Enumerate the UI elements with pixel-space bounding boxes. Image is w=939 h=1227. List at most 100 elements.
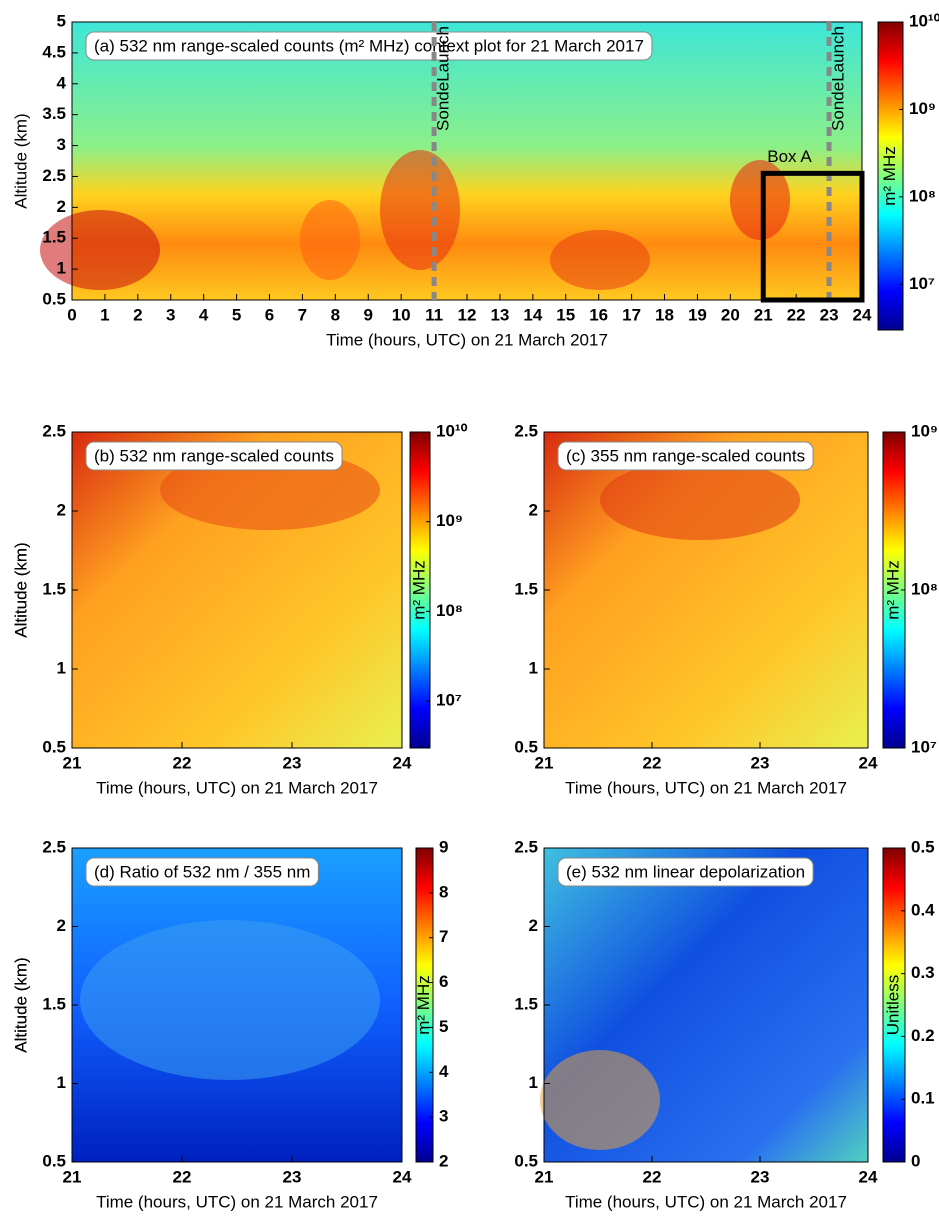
y-tick-label: 1.5 (514, 579, 538, 598)
x-tick-label: 24 (859, 1167, 878, 1186)
x-tick-label: 21 (63, 753, 82, 772)
y-tick-label: 3 (57, 135, 66, 154)
y-tick-label: 1 (57, 658, 66, 677)
x-tick-label: 12 (458, 305, 477, 324)
y-tick-label: 2 (529, 500, 538, 519)
x-tick-label: 24 (393, 753, 412, 772)
x-tick-label: 17 (622, 305, 641, 324)
x-tick-label: 16 (589, 305, 608, 324)
colorbar-tick-label: 10⁷ (909, 274, 935, 293)
x-axis-label: Time (hours, UTC) on 21 March 2017 (565, 778, 847, 797)
colorbar (415, 847, 434, 1163)
x-tick-label: 20 (721, 305, 740, 324)
x-axis-label: Time (hours, UTC) on 21 March 2017 (96, 1192, 378, 1211)
colorbar-tick-label: 0.2 (911, 1026, 935, 1045)
y-tick-label: 1 (57, 259, 66, 278)
x-tick-label: 24 (853, 305, 872, 324)
title-box (557, 857, 814, 887)
y-tick-label: 2.5 (42, 421, 66, 440)
x-tick-label: 3 (166, 305, 175, 324)
colorbar-tick-label: 10⁹ (436, 511, 463, 530)
x-tick-label: 21 (535, 753, 554, 772)
box-outline (760, 170, 865, 303)
y-tick-label: 1.5 (42, 579, 66, 598)
heatmap-feature (540, 1050, 660, 1150)
y-axis-label: Altitude (km) (11, 957, 30, 1052)
y-tick-label: 0.5 (514, 1151, 538, 1170)
y-tick-label: 1.5 (514, 994, 538, 1013)
colorbar-label: m² MHz (880, 146, 899, 205)
x-tick-label: 22 (173, 753, 192, 772)
colorbar-tick-label: 0 (911, 1151, 920, 1170)
panel-title: (e) 532 nm linear depolarization (566, 862, 805, 881)
y-tick-label: 2.5 (42, 166, 66, 185)
colorbar-tick-label: 7 (439, 927, 448, 946)
colorbar-tick-label: 0.3 (911, 963, 935, 982)
x-tick-label: 23 (283, 1167, 302, 1186)
x-tick-label: 22 (787, 305, 806, 324)
title-box (557, 441, 814, 471)
x-tick-label: 11 (425, 305, 443, 324)
x-tick-label: 9 (364, 305, 373, 324)
x-tick-label: 23 (751, 1167, 770, 1186)
x-tick-label: 22 (643, 1167, 662, 1186)
y-axis-label: Altitude (km) (11, 957, 30, 1052)
y-tick-label: 1 (529, 1073, 538, 1092)
y-tick-label: 0.5 (42, 737, 66, 756)
sonde-launch-label: SondeLaunch (829, 26, 848, 131)
x-tick-label: 14 (523, 305, 542, 324)
x-tick-label: 21 (754, 305, 773, 324)
x-tick-label: 23 (283, 753, 302, 772)
y-tick-label: 2.5 (42, 837, 66, 856)
box-label: Box A (767, 147, 812, 166)
x-tick-label: 4 (199, 305, 209, 324)
y-tick-label: 0.5 (42, 1151, 66, 1170)
colorbar (877, 21, 904, 331)
colorbar-tick-label: 10¹⁰ (436, 421, 468, 440)
y-axis-label: Altitude (km) (11, 542, 30, 637)
colorbar-tick-label: 10⁸ (911, 579, 938, 598)
x-tick-label: 7 (298, 305, 307, 324)
y-tick-label: 0.5 (514, 737, 538, 756)
sonde-launch-label: SondeLaunch (434, 26, 453, 131)
x-tick-label: 21 (535, 1167, 554, 1186)
colorbar-label: m² MHz (883, 560, 902, 619)
x-tick-label: 22 (173, 1167, 192, 1186)
colorbar-tick-label: 6 (439, 972, 448, 991)
y-tick-label: 1 (529, 658, 538, 677)
y-tick-label: 1.5 (42, 994, 66, 1013)
y-tick-label: 2.5 (514, 837, 538, 856)
x-tick-label: 18 (655, 305, 674, 324)
x-axis-label: Time (hours, UTC) on 21 March 2017 (565, 1192, 847, 1211)
y-tick-label: 2 (529, 916, 538, 935)
heatmap-feature (300, 200, 360, 280)
panel-title: (b) 532 nm range-scaled counts (94, 446, 334, 465)
colorbar-tick-label: 0.1 (911, 1089, 935, 1108)
x-tick-label: 1 (100, 305, 109, 324)
y-tick-label: 4 (57, 73, 67, 92)
panel-title: (c) 355 nm range-scaled counts (566, 446, 805, 465)
heatmap-feature (380, 150, 460, 270)
y-tick-label: 2 (57, 500, 66, 519)
y-tick-label: 4.5 (42, 42, 66, 61)
x-axis-label: Time (hours, UTC) on 21 March 2017 (96, 778, 378, 797)
panel-title: (d) Ratio of 532 nm / 355 nm (94, 862, 310, 881)
title-box (85, 31, 653, 61)
colorbar-tick-label: 2 (439, 1151, 448, 1170)
colorbar-tick-label: 0.4 (911, 900, 935, 919)
x-tick-label: 24 (859, 753, 878, 772)
heatmap-field (72, 22, 862, 300)
colorbar-tick-label: 10⁸ (436, 601, 463, 620)
y-axis-label: Altitude (km) (11, 542, 30, 637)
x-tick-label: 8 (331, 305, 340, 324)
colorbar-tick-label: 5 (439, 1017, 448, 1036)
y-tick-label: 1.5 (42, 228, 66, 247)
y-tick-label: 2 (57, 197, 66, 216)
x-tick-label: 19 (688, 305, 707, 324)
y-tick-label: 1 (57, 1073, 66, 1092)
colorbar-tick-label: 10⁹ (909, 99, 936, 118)
x-tick-label: 13 (490, 305, 509, 324)
y-axis-label: Altitude (km) (11, 113, 30, 208)
colorbar-tick-label: 8 (439, 882, 448, 901)
